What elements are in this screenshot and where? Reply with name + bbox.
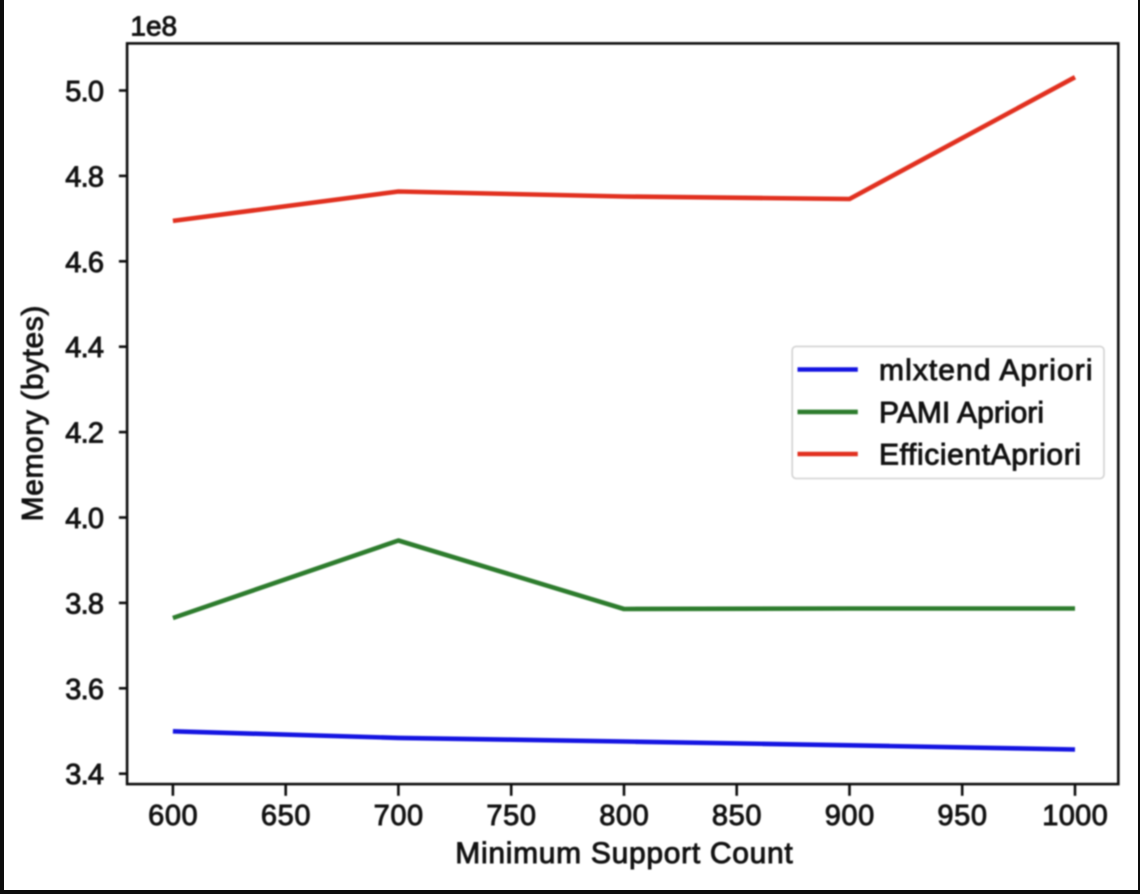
svg-text:PAMI Apriori: PAMI Apriori: [879, 396, 1044, 429]
svg-text:650: 650: [261, 800, 311, 832]
svg-text:950: 950: [937, 800, 987, 832]
svg-text:600: 600: [148, 800, 198, 832]
svg-text:3.8: 3.8: [65, 588, 104, 620]
svg-text:800: 800: [599, 800, 649, 832]
svg-text:Memory (bytes): Memory (bytes): [17, 306, 50, 522]
svg-text:750: 750: [486, 800, 536, 832]
svg-text:1000: 1000: [1042, 800, 1108, 832]
svg-text:700: 700: [374, 800, 424, 832]
svg-text:900: 900: [825, 800, 875, 832]
svg-text:1e8: 1e8: [130, 11, 177, 42]
svg-text:850: 850: [712, 800, 762, 832]
svg-text:4.6: 4.6: [65, 247, 104, 279]
svg-text:EfficientApriori: EfficientApriori: [879, 439, 1081, 472]
svg-text:mlxtend Apriori: mlxtend Apriori: [879, 354, 1093, 387]
svg-text:4.0: 4.0: [65, 503, 104, 535]
svg-text:3.4: 3.4: [65, 759, 104, 791]
svg-text:5.0: 5.0: [65, 76, 104, 108]
svg-text:3.6: 3.6: [65, 674, 104, 706]
svg-text:4.8: 4.8: [65, 161, 104, 193]
svg-text:Minimum Support Count: Minimum Support Count: [455, 837, 793, 870]
svg-text:4.4: 4.4: [65, 332, 104, 364]
svg-text:4.2: 4.2: [65, 418, 104, 450]
